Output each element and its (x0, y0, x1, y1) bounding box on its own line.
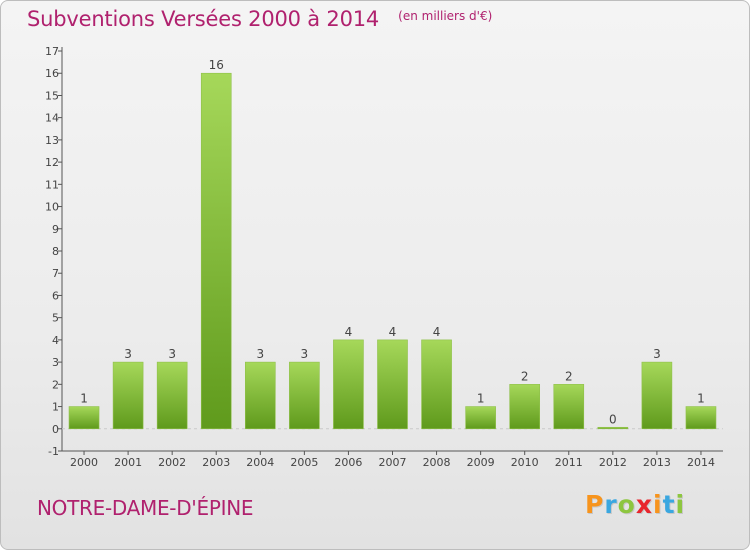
x-tick-label-2007: 2007 (379, 456, 407, 469)
data-label-2003: 16 (209, 58, 224, 72)
bar-2006 (333, 339, 364, 430)
data-label-2010: 2 (521, 369, 529, 383)
data-label-2008: 4 (433, 325, 441, 339)
y-tick-label: 3 (52, 356, 59, 369)
x-tick-label-2004: 2004 (246, 456, 274, 469)
bar-2000 (68, 406, 100, 430)
bar-2007 (377, 339, 408, 430)
bar-2003 (200, 72, 232, 430)
y-tick-label: 12 (45, 156, 59, 169)
data-label-2012: 0 (609, 412, 617, 426)
x-tick-label-2002: 2002 (158, 456, 186, 469)
bar-2005 (289, 361, 320, 430)
data-labels: 1 3 3 16 3 3 4 4 4 1 2 2 0 3 1 (80, 58, 705, 426)
data-label-2005: 3 (301, 347, 309, 361)
bar-2011 (553, 384, 585, 430)
y-tick-label: 0 (52, 423, 59, 436)
y-tick-label: -1 (48, 445, 59, 458)
y-tick-label: 11 (45, 178, 59, 191)
logo-letter: P (585, 490, 605, 519)
bar-2010 (509, 384, 541, 430)
x-tick-label-2009: 2009 (467, 456, 495, 469)
bar-2002 (156, 361, 188, 430)
bar-2012 (597, 426, 629, 430)
y-tick-label: 16 (45, 67, 59, 80)
y-tick-label: 5 (52, 312, 59, 325)
bar-2004 (245, 361, 276, 430)
y-tick-label: 4 (52, 334, 59, 347)
x-tick-label-2006: 2006 (334, 456, 362, 469)
logo-letter: i (653, 490, 663, 519)
x-tick-label-2013: 2013 (643, 456, 671, 469)
logo-letter: i (675, 490, 686, 519)
bar-2009 (465, 406, 496, 430)
bars (68, 72, 717, 430)
data-label-2009: 1 (477, 392, 485, 406)
x-tick-label-2005: 2005 (290, 456, 318, 469)
y-tick-label: 1 (52, 401, 59, 414)
bar-2014 (685, 406, 717, 430)
data-label-2004: 3 (256, 347, 264, 361)
data-label-2006: 4 (345, 325, 353, 339)
y-tick-label: 10 (45, 201, 59, 214)
logo-letter: x (635, 490, 653, 519)
y-tick-label: 9 (52, 223, 59, 236)
y-tick-label: 7 (52, 267, 59, 280)
x-tick-label-2008: 2008 (423, 456, 451, 469)
data-label-2001: 3 (124, 347, 132, 361)
x-tick-label-2010: 2010 (511, 456, 539, 469)
x-tick-label-2000: 2000 (70, 456, 98, 469)
y-tick-label: 14 (45, 112, 59, 125)
logo-letter: t (662, 490, 676, 519)
data-label-2007: 4 (389, 325, 397, 339)
chart-title: Subventions Versées 2000 à 2014 (27, 7, 380, 31)
data-label-2013: 3 (653, 347, 661, 361)
proxiti-logo: Proxiti (585, 490, 685, 519)
data-label-2014: 1 (697, 392, 705, 406)
x-tick-label-2001: 2001 (114, 456, 142, 469)
bar-2013 (641, 361, 673, 430)
x-tick-label-2014: 2014 (687, 456, 715, 469)
chart-unit: (en milliers d'€) (398, 9, 493, 23)
bar-2001 (112, 361, 144, 430)
y-tick-label: 15 (45, 89, 59, 102)
logo-letter: r (604, 490, 618, 519)
x-tick-label-2012: 2012 (599, 456, 627, 469)
logo-letter: o (617, 490, 636, 519)
y-tick-label: 13 (45, 134, 59, 147)
data-label-2011: 2 (565, 369, 573, 383)
data-label-2002: 3 (168, 347, 176, 361)
place-name: NOTRE-DAME-D'ÉPINE (37, 496, 254, 520)
chart-header: Subventions Versées 2000 à 2014 (en mill… (27, 7, 492, 31)
y-tick-label: 6 (52, 289, 59, 302)
x-tick-label-2003: 2003 (202, 456, 230, 469)
y-tick-label: 17 (45, 45, 59, 58)
x-tick-label-2011: 2011 (555, 456, 583, 469)
bar-2008 (421, 339, 452, 430)
y-tick-label: 2 (52, 378, 59, 391)
data-label-2000: 1 (80, 392, 88, 406)
y-tick-label: 8 (52, 245, 59, 258)
